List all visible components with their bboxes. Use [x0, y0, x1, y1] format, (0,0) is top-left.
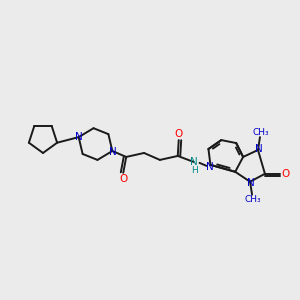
- Text: H: H: [191, 166, 198, 175]
- Text: N: N: [190, 157, 197, 167]
- Text: O: O: [119, 174, 128, 184]
- Text: N: N: [110, 147, 117, 157]
- Text: CH₃: CH₃: [253, 128, 269, 137]
- Text: N: N: [255, 144, 263, 154]
- Text: N: N: [247, 178, 255, 188]
- Text: CH₃: CH₃: [245, 195, 261, 204]
- Text: N: N: [206, 162, 213, 172]
- Text: O: O: [175, 129, 183, 139]
- Text: N: N: [75, 132, 83, 142]
- Text: O: O: [282, 169, 290, 179]
